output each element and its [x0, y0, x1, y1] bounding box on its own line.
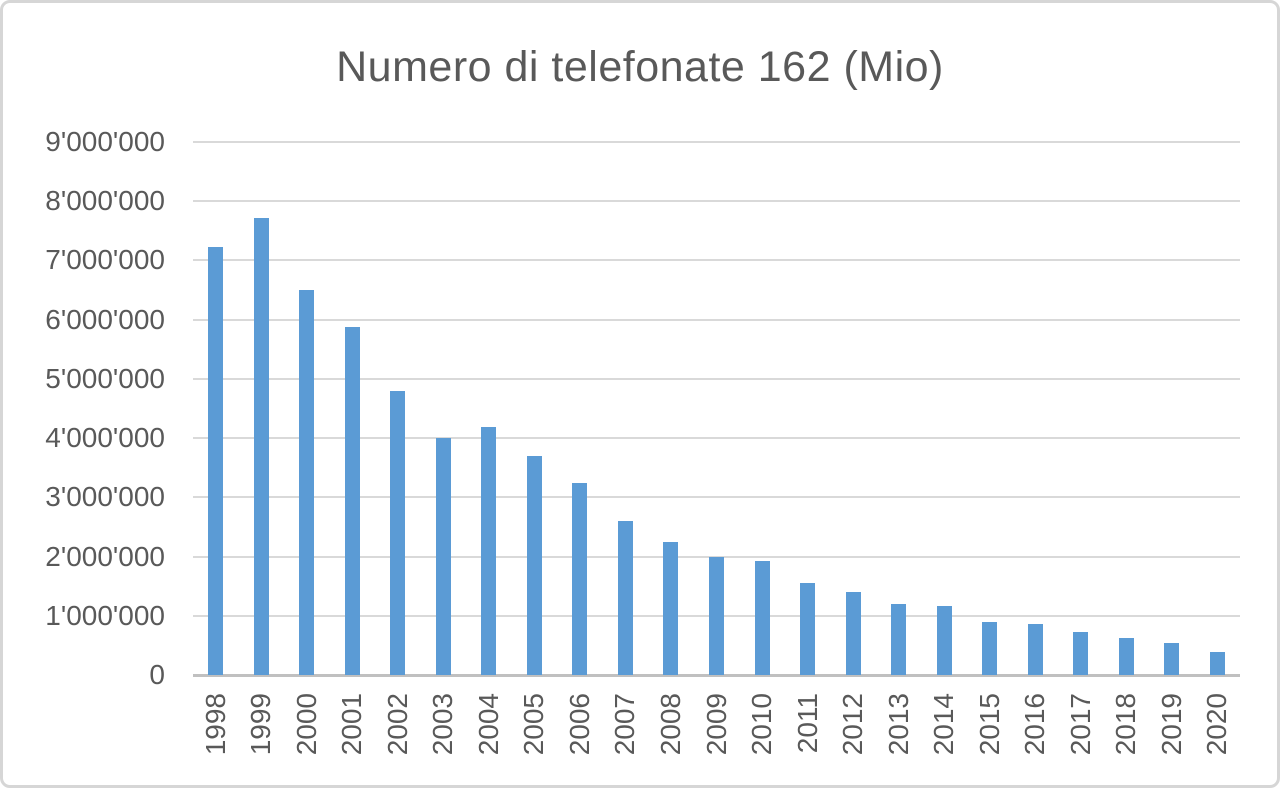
x-axis-tick-label: 2019 — [1155, 693, 1187, 756]
bar-1998 — [208, 246, 224, 675]
bar-2004 — [481, 426, 497, 675]
bar-2008 — [663, 542, 679, 675]
bar-2020 — [1209, 652, 1225, 675]
x-axis-tick-label: 2004 — [472, 693, 504, 756]
bar-2010 — [754, 560, 770, 675]
bar-2011 — [800, 583, 816, 675]
x-axis-tick-label: 2009 — [700, 693, 732, 756]
x-axis-tick-label: 2013 — [882, 693, 914, 756]
x-axis-tick-label: 2020 — [1201, 693, 1233, 756]
chart-title: Numero di telefonate 162 (Mio) — [336, 43, 944, 91]
x-axis-tick-label: 2016 — [1019, 693, 1051, 756]
x-axis-tick-label: 2008 — [654, 693, 686, 756]
x-axis-tick-label: 1998 — [199, 693, 231, 756]
gridline — [193, 496, 1240, 499]
y-axis-tick-label: 2'000'000 — [45, 540, 165, 572]
y-axis-tick-label: 4'000'000 — [45, 422, 165, 454]
bar-2006 — [572, 482, 588, 675]
gridline — [193, 259, 1240, 262]
gridline — [193, 200, 1240, 203]
x-axis-tick-label: 2003 — [427, 693, 459, 756]
x-axis-tick-label: 2006 — [563, 693, 595, 756]
x-axis-tick-label: 2001 — [336, 693, 368, 756]
y-axis-tick-label: 1'000'000 — [45, 599, 165, 631]
x-axis-tick-label: 1999 — [245, 693, 277, 756]
x-axis-tick-label: 2017 — [1064, 693, 1096, 756]
bar-2003 — [435, 438, 451, 675]
bar-2001 — [344, 326, 360, 675]
bar-2015 — [982, 621, 998, 675]
y-axis-tick-label: 6'000'000 — [45, 303, 165, 335]
bar-2000 — [299, 290, 315, 675]
y-axis-tick-label: 9'000'000 — [45, 126, 165, 157]
bar-2002 — [390, 390, 406, 675]
bar-2019 — [1164, 643, 1180, 675]
gridline — [193, 437, 1240, 440]
x-axis-tick-label: 2018 — [1110, 693, 1142, 756]
x-axis-tick-label: 2012 — [837, 693, 869, 756]
bar-2018 — [1118, 638, 1134, 675]
bar-2014 — [936, 605, 952, 675]
x-axis-tick-label: 2002 — [381, 693, 413, 756]
x-axis-tick-label: 2010 — [746, 693, 778, 756]
y-axis-tick-label: 5'000'000 — [45, 362, 165, 394]
x-axis-tick-label: 2011 — [791, 693, 823, 754]
y-axis-tick-label: 8'000'000 — [45, 185, 165, 217]
gridline — [193, 141, 1240, 143]
bar-2007 — [617, 521, 633, 675]
y-axis-tick-label: 3'000'000 — [45, 481, 165, 513]
gridline — [193, 318, 1240, 321]
x-axis-tick-label: 2015 — [973, 693, 1005, 756]
bar-2012 — [845, 592, 861, 675]
x-axis-tick-label: 2000 — [290, 693, 322, 756]
x-axis-tick-label: 2007 — [609, 693, 641, 756]
bar-2009 — [709, 556, 724, 675]
bar-2013 — [891, 603, 907, 675]
bar-1999 — [253, 218, 269, 675]
bar-2017 — [1073, 631, 1089, 675]
x-axis-line — [193, 674, 1240, 677]
y-axis-tick-label: 0 — [149, 659, 165, 690]
x-axis-tick-label: 2005 — [518, 693, 550, 756]
bar-2005 — [526, 455, 542, 675]
x-axis-tick-label: 2014 — [928, 693, 960, 756]
gridline — [193, 377, 1240, 380]
bar-2016 — [1027, 624, 1043, 675]
y-axis-tick-label: 7'000'000 — [45, 244, 165, 276]
